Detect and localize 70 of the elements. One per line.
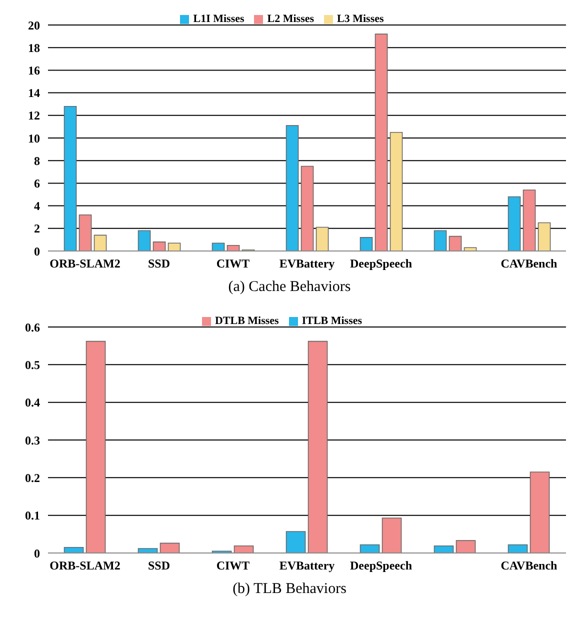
y-tick-label: 6 — [34, 176, 40, 190]
x-tick-label: ORB-SLAM2 — [50, 558, 120, 573]
bar — [234, 545, 254, 553]
x-tick-label: CAVBench — [500, 256, 558, 271]
bar — [360, 544, 380, 553]
x-tick-label: DeepSpeech — [350, 256, 412, 271]
bar — [286, 125, 299, 251]
x-tick-label: EVBattery — [279, 256, 335, 271]
y-tick-label: 18 — [28, 40, 40, 55]
bar — [64, 106, 77, 251]
x-tick-label: DeepSpeech — [350, 558, 412, 573]
bar — [138, 548, 158, 553]
bar — [138, 230, 151, 251]
y-tick-label: 4 — [34, 199, 40, 214]
y-tick-label: 2 — [34, 222, 40, 236]
bar — [360, 237, 373, 251]
bar — [212, 242, 225, 251]
bar — [448, 236, 462, 251]
y-tick-label: 0.5 — [25, 358, 40, 372]
y-tick-label: 10 — [28, 131, 40, 146]
y-tick-label: 0.1 — [25, 508, 40, 523]
bar — [374, 34, 388, 251]
bar — [434, 545, 454, 553]
x-tick-label: EVBattery — [279, 558, 335, 573]
x-tick-label: CAVBench — [500, 558, 558, 573]
y-tick-label: 0 — [34, 244, 40, 258]
legend-label: L1I Misses — [193, 13, 244, 25]
bar — [226, 244, 240, 251]
y-tick-label: 0 — [34, 546, 40, 560]
bar — [530, 472, 550, 553]
y-tick-label: 20 — [28, 18, 40, 32]
legend-label: DTLB Misses — [214, 315, 279, 327]
bar — [64, 546, 84, 553]
bar — [94, 234, 107, 251]
bar — [456, 540, 476, 553]
legend-label: L3 Misses — [337, 13, 384, 25]
bar — [168, 242, 181, 251]
bar — [86, 340, 106, 553]
x-tick-label: SSD — [148, 256, 170, 271]
x-tick-label: CIWT — [216, 558, 250, 573]
bar — [316, 226, 329, 251]
bar — [286, 531, 306, 553]
bar — [390, 132, 403, 251]
y-tick-label: 0.3 — [25, 433, 40, 448]
y-tick-label: 16 — [28, 63, 40, 78]
y-tick-label: 0.2 — [25, 470, 40, 485]
bar — [78, 214, 92, 251]
bar — [152, 242, 166, 251]
bar — [308, 340, 328, 553]
y-tick-label: 0.4 — [25, 396, 40, 410]
y-tick-label: 14 — [28, 86, 40, 100]
bar — [508, 544, 528, 553]
text: (b) TLB Behaviors — [232, 581, 348, 598]
bar — [434, 230, 447, 251]
bar — [382, 518, 402, 553]
y-tick-label: 12 — [28, 108, 40, 123]
bar — [522, 190, 536, 251]
x-tick-label: CIWT — [216, 256, 250, 271]
y-tick-label: 8 — [34, 154, 40, 168]
x-tick-label: ORB-SLAM2 — [50, 256, 120, 271]
legend-label: L2 Misses — [267, 13, 314, 25]
legend-label: ITLB Misses — [302, 315, 362, 327]
bar — [300, 166, 314, 251]
bar — [538, 222, 551, 251]
text: (a) Cache Behaviors — [227, 279, 352, 296]
bar — [464, 247, 477, 251]
bar — [508, 196, 521, 251]
y-tick-label: 0.6 — [25, 320, 40, 334]
x-tick-label: SSD — [148, 558, 170, 573]
bar — [160, 542, 180, 553]
